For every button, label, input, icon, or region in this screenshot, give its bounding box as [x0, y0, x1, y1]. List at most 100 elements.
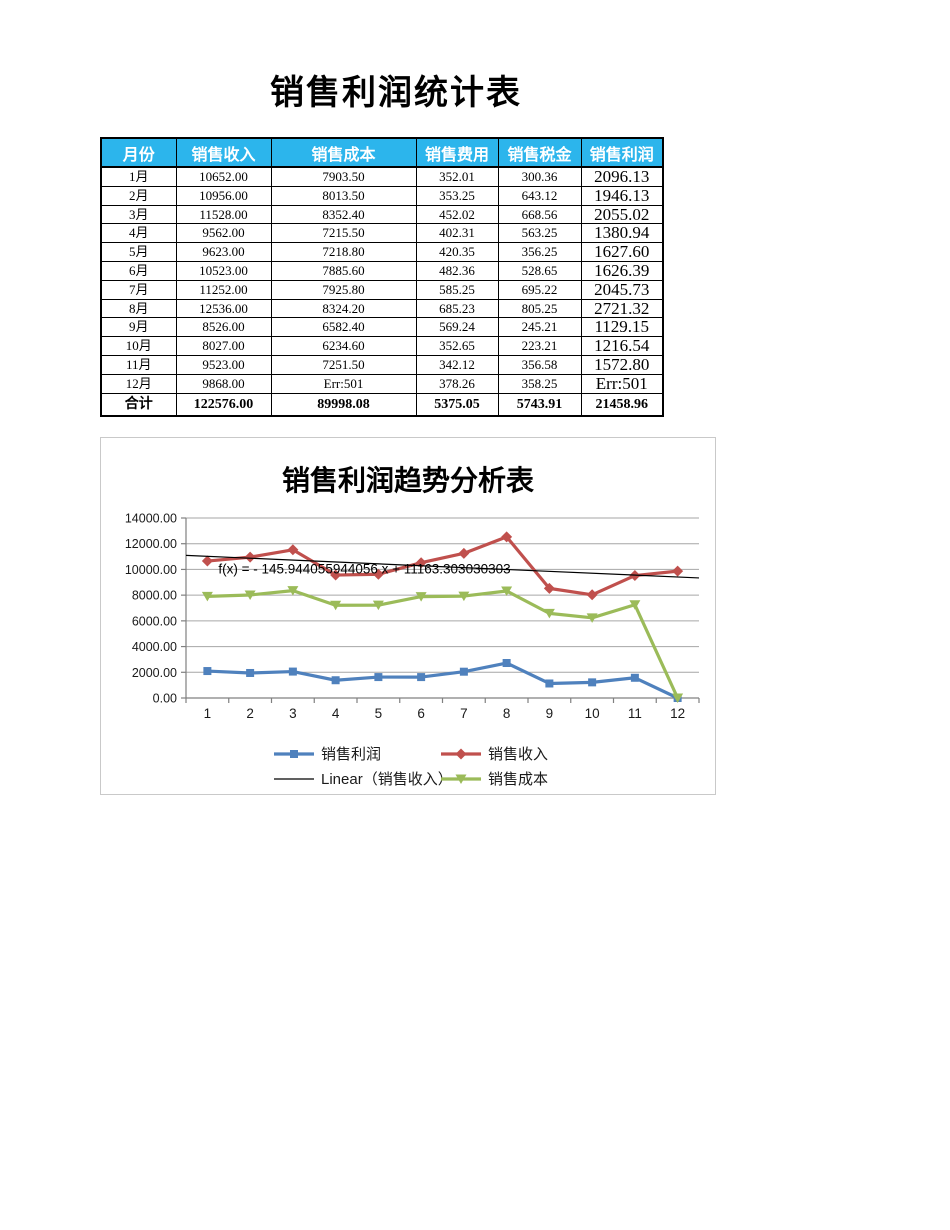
chart-series-marker	[502, 659, 511, 668]
y-axis-label: 0.00	[153, 692, 177, 706]
value-cell: 2721.32	[580, 298, 664, 319]
value-cell: 378.26	[415, 373, 499, 394]
header-cell: 销售费用	[415, 137, 499, 168]
legend-label: Linear（销售收入）	[321, 771, 453, 788]
chart-series-marker	[630, 673, 639, 682]
value-cell: 685.23	[415, 298, 499, 319]
y-axis-label: 6000.00	[132, 614, 177, 628]
header-cell: 销售收入	[175, 137, 272, 168]
value-cell: 7903.50	[270, 166, 417, 187]
table-row: 5月 9623.00 7218.80 420.35 356.25 1627.60	[100, 242, 664, 262]
chart-series-marker	[417, 673, 426, 682]
y-axis-label: 8000.00	[132, 589, 177, 603]
value-cell: Err:501	[270, 373, 417, 394]
table-body: 1月 10652.00 7903.50 352.01 300.36 2096.13 2月 10…	[100, 166, 664, 394]
value-cell: 223.21	[497, 336, 582, 356]
chart-series-marker	[244, 590, 256, 600]
total-value-cell: 89998.08	[270, 392, 417, 417]
value-cell: 7251.50	[270, 354, 417, 375]
value-cell: 8013.50	[270, 185, 417, 206]
value-cell: 352.65	[415, 336, 499, 356]
table-row: 3月 11528.00 8352.40 452.02 668.56 2055.02	[100, 204, 664, 225]
chart-series-marker	[288, 667, 297, 676]
total-value-cell: 5375.05	[415, 392, 499, 417]
chart-series-marker	[244, 551, 256, 563]
month-cell: 8月	[100, 298, 177, 319]
total-value-cell: 5743.91	[497, 392, 582, 417]
value-cell: 2045.73	[580, 279, 664, 300]
sales-profit-table: 月份 销售收入 销售成本 销售费用 销售税金 销售利润 1月 10652.00 7903.50…	[100, 137, 664, 417]
value-cell: 9562.00	[175, 223, 272, 244]
chart-series-marker	[501, 531, 513, 543]
chart-series-marker	[545, 679, 554, 688]
value-cell: 482.36	[415, 260, 499, 281]
chart-title: 销售利润趋势分析表	[282, 464, 534, 496]
chart-series-marker	[543, 582, 555, 594]
x-axis-label: 1	[204, 706, 212, 721]
value-cell: 245.21	[497, 317, 582, 338]
chart-series-marker	[459, 667, 468, 676]
x-axis-label: 11	[628, 706, 642, 721]
table-row: 8月 12536.00 8324.20 685.23 805.25 2721.32	[100, 298, 664, 319]
value-cell: 402.31	[415, 223, 499, 244]
header-cell: 销售利润	[580, 137, 664, 168]
value-cell: 569.24	[415, 317, 499, 338]
value-cell: 1572.80	[580, 354, 664, 375]
y-axis-label: 14000.00	[125, 512, 177, 526]
value-cell: 10956.00	[175, 185, 272, 206]
value-cell: 452.02	[415, 204, 499, 225]
chart-series-marker	[330, 569, 342, 581]
x-axis-label: 10	[585, 706, 600, 721]
table-row: 1月 10652.00 7903.50 352.01 300.36 2096.13	[100, 166, 664, 187]
month-cell: 11月	[100, 354, 177, 375]
value-cell: 10652.00	[175, 166, 272, 187]
table-row: 2月 10956.00 8013.50 353.25 643.12 1946.13	[100, 185, 664, 206]
value-cell: 8324.20	[270, 298, 417, 319]
legend-label: 销售收入	[488, 746, 548, 763]
y-axis-label: 12000.00	[125, 537, 177, 551]
header-cell: 月份	[100, 137, 177, 168]
legend-marker	[290, 750, 298, 758]
chart-series-line	[205, 661, 680, 700]
value-cell: 420.35	[415, 242, 499, 262]
value-cell: 2055.02	[580, 204, 664, 225]
total-value-cell: 122576.00	[175, 392, 272, 417]
chart-series-line	[205, 535, 680, 597]
value-cell: 668.56	[497, 204, 582, 225]
table-row: 4月 9562.00 7215.50 402.31 563.25 1380.94	[100, 223, 664, 244]
value-cell: 6582.40	[270, 317, 417, 338]
value-cell: 9623.00	[175, 242, 272, 262]
trendline-equation: f(x) = - 145.944055944056 x + 11163.3030…	[218, 561, 510, 576]
chart-series-marker	[372, 600, 384, 611]
x-axis-label: 9	[546, 706, 554, 721]
table-row: 7月 11252.00 7925.80 585.25 695.22 2045.73	[100, 279, 664, 300]
y-axis-label: 10000.00	[125, 563, 177, 577]
chart-series-marker	[374, 673, 383, 682]
x-axis-label: 5	[375, 706, 383, 721]
header-cell: 销售税金	[497, 137, 582, 168]
chart-series-marker	[203, 667, 212, 676]
month-cell: 12月	[100, 373, 177, 394]
value-cell: 9868.00	[175, 373, 272, 394]
chart-series-marker	[287, 586, 299, 596]
trendline	[185, 554, 700, 579]
chart-series-marker	[672, 693, 684, 703]
value-cell: 1946.13	[580, 185, 664, 206]
month-cell: 3月	[100, 204, 177, 225]
value-cell: 1626.39	[580, 260, 664, 281]
value-cell: 8027.00	[175, 336, 272, 356]
legend-marker	[455, 748, 467, 760]
chart-series-marker	[629, 600, 641, 610]
x-axis-label: 6	[417, 706, 425, 721]
table-row: 10月 8027.00 6234.60 352.65 223.21 1216.54	[100, 336, 664, 356]
value-cell: 695.22	[497, 279, 582, 300]
value-cell: 11252.00	[175, 279, 272, 300]
legend-label: 销售成本	[488, 771, 548, 788]
value-cell: 11528.00	[175, 204, 272, 225]
chart-series-marker	[672, 565, 684, 577]
value-cell: 563.25	[497, 223, 582, 244]
value-cell: 2096.13	[580, 166, 664, 187]
table-row: 6月 10523.00 7885.60 482.36 528.65 1626.39	[100, 260, 664, 281]
chart-series-marker	[201, 555, 213, 567]
month-cell: 4月	[100, 223, 177, 244]
